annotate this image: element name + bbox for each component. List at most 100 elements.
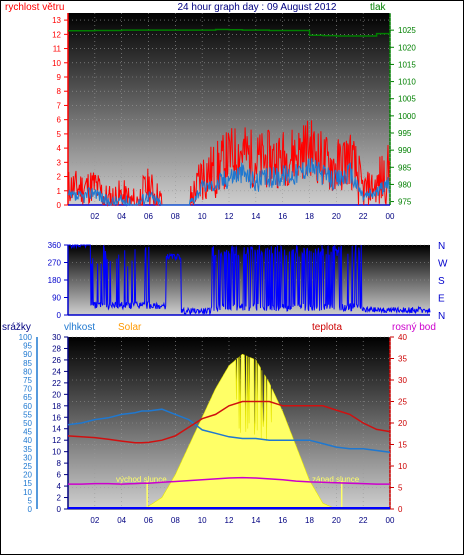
pressure-tick-label: 980 [398,180,412,189]
temp-tick-label: 40 [398,333,407,342]
hour-tick-label: 18 [305,516,314,525]
pressure-axis-title: tlak [370,2,387,13]
pressure-tick-label: 1015 [398,60,416,69]
rain-tick-label: 40 [23,436,32,445]
wind-tick-label: 11 [53,45,62,54]
compass-label: N [438,241,445,252]
wind-tick-label: 13 [52,16,61,25]
wind-tick-label: 5 [57,130,62,139]
wind-tick-label: 6 [57,116,62,125]
pressure-tick-label: 1020 [398,43,416,52]
rain-tick-label: 60 [23,402,32,411]
wind-axis-title: rychlost větru [5,2,64,13]
wind-tick-label: 2 [57,173,62,182]
hour-tick-label: 14 [251,212,260,221]
wind-speed-line [67,157,390,207]
hour-tick-label: 12 [225,212,234,221]
solar-tick-label: 10 [52,448,61,457]
pressure-tick-label: 1005 [398,95,416,104]
wind-tick-label: 10 [52,59,61,68]
rain-tick-label: 65 [23,393,32,402]
compass-label: E [438,294,445,305]
solar-tick-label: 26 [52,356,61,365]
direction-tick-label: 0 [57,311,62,320]
solar-tick-label: 8 [57,459,62,468]
rain-tick-label: 85 [23,359,32,368]
rain-tick-label: 75 [23,376,32,385]
temp-tick-label: 0 [398,505,403,514]
hour-tick-label: 10 [198,212,207,221]
rain-axis-title: srážky [2,322,31,333]
rain-tick-label: 55 [23,410,32,419]
temp-tick-label: 20 [398,419,407,428]
wind-tick-label: 9 [57,73,62,82]
hour-tick-label: 22 [359,516,368,525]
temp-tick-label: 35 [398,355,407,364]
hour-tick-label: 02 [90,212,99,221]
solar-tick-label: 12 [52,436,61,445]
pressure-tick-label: 1025 [398,26,416,35]
temp-tick-label: 30 [398,376,407,385]
rain-tick-label: 100 [19,333,33,342]
hour-tick-label: 20 [332,516,341,525]
rain-tick-label: 20 [23,471,32,480]
wind-direction-line [67,244,431,316]
wind-tick-label: 7 [57,101,62,110]
pressure-line [68,28,390,37]
hour-tick-label: 12 [225,516,234,525]
pressure-tick-label: 975 [398,198,412,207]
humidity-axis-title: vlhkost [64,322,95,333]
temp-tick-label: 5 [398,484,403,493]
solar-tick-label: 2 [57,494,62,503]
humidity-line [67,408,391,453]
rain-tick-label: 90 [23,350,32,359]
hour-tick-label: 22 [359,212,368,221]
rain-tick-label: 15 [23,479,32,488]
hour-tick-label: 16 [278,212,287,221]
wind-tick-label: 0 [57,201,62,210]
sunset-label: západ slunce [312,475,360,484]
hour-tick-label: 16 [278,516,287,525]
compass-label: W [438,259,448,270]
rain-tick-label: 50 [23,419,32,428]
rain-tick-label: 70 [23,385,32,394]
solar-tick-label: 16 [52,413,61,422]
pressure-tick-label: 995 [398,129,412,138]
hour-tick-label: 06 [144,516,153,525]
temp-axis-title: teplota [312,322,342,333]
solar-tick-label: 6 [57,471,62,480]
solar-tick-label: 20 [52,390,61,399]
dewpoint-axis-title: rosný bod [392,322,436,333]
hour-tick-label: 14 [251,516,260,525]
solar-tick-label: 18 [52,402,61,411]
solar-tick-label: 0 [57,505,62,514]
solar-tick-label: 28 [52,344,61,353]
hour-tick-label: 18 [305,212,314,221]
solar-tick-label: 24 [52,367,61,376]
hour-tick-label: 02 [90,516,99,525]
hour-tick-label: 08 [171,212,180,221]
hour-tick-label: 10 [198,516,207,525]
rain-tick-label: 35 [23,445,32,454]
pressure-tick-label: 990 [398,146,412,155]
compass-label: N [438,311,445,322]
solar-tick-label: 22 [52,379,61,388]
rain-tick-label: 25 [23,462,32,471]
solar-tick-label: 30 [52,333,61,342]
rain-tick-label: 30 [23,453,32,462]
hour-tick-label: 20 [332,212,341,221]
rain-tick-label: 0 [28,505,33,514]
temperature-line [67,400,391,444]
direction-tick-label: 90 [52,294,61,303]
direction-tick-label: 270 [48,259,62,268]
rain-tick-label: 95 [23,342,32,351]
direction-tick-label: 180 [48,276,62,285]
wind-tick-label: 3 [57,158,62,167]
pressure-tick-label: 1000 [398,112,416,121]
hour-tick-label: 00 [386,516,395,525]
temp-tick-label: 25 [398,398,407,407]
pressure-tick-label: 985 [398,163,412,172]
rain-tick-label: 45 [23,428,32,437]
